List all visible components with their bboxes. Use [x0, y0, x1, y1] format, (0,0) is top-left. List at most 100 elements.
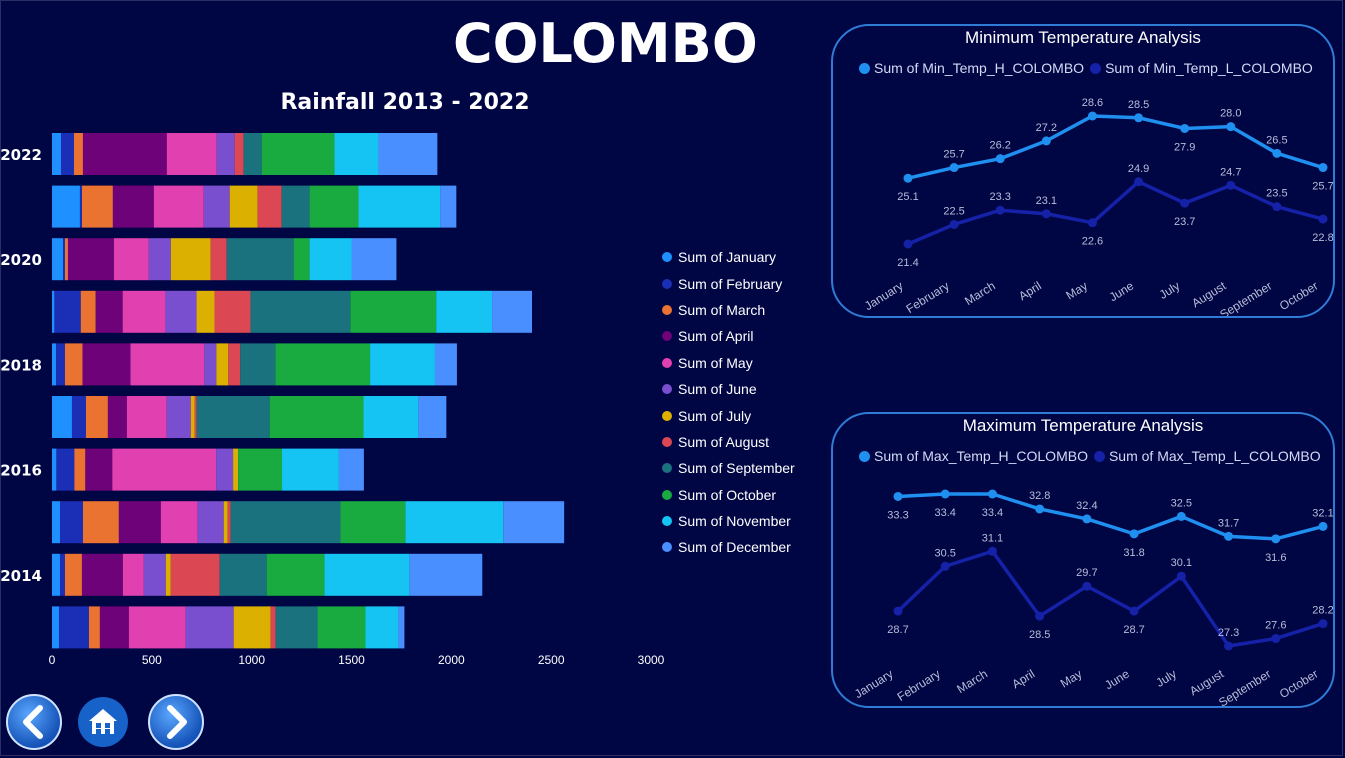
data-label: 22.8: [1312, 232, 1333, 244]
legend-item[interactable]: Sum of March: [662, 297, 795, 323]
x-tick-label: 2000: [438, 653, 465, 667]
x-tick-label: 500: [142, 653, 162, 667]
data-label: 31.6: [1265, 552, 1286, 564]
x-tick-label: May: [1058, 667, 1085, 691]
data-label: 25.1: [897, 191, 918, 203]
rainfall-bar-2022-5: [166, 133, 217, 175]
data-label: 33.4: [935, 507, 956, 519]
rainfall-bar-2017-5: [126, 396, 167, 438]
legend-swatch: [859, 450, 870, 462]
x-tick-label: February: [904, 279, 952, 316]
y-tick-label: 2022: [0, 146, 42, 164]
rainfall-bar-2017-12: [418, 396, 447, 438]
legend-label: Sum of October: [678, 486, 777, 503]
rainfall-bar-2022-2: [60, 133, 74, 175]
data-label: 28.7: [887, 624, 908, 636]
series-line-1: [907, 114, 1324, 180]
rainfall-bar-2013-12: [398, 606, 405, 649]
data-label: 32.8: [1029, 490, 1050, 502]
data-label: 29.7: [1076, 567, 1097, 579]
rainfall-bar-2020-7: [170, 238, 211, 281]
legend-swatch: [1090, 62, 1102, 74]
data-point: [1271, 634, 1281, 644]
back-button[interactable]: [6, 694, 62, 750]
legend-item[interactable]: Sum of September: [662, 455, 795, 481]
data-label: 26.2: [990, 140, 1011, 152]
rainfall-bar-2019-4: [95, 290, 123, 333]
data-label: 28.6: [1082, 97, 1103, 109]
data-point: [893, 606, 903, 616]
legend-item[interactable]: Sum of November: [662, 508, 795, 534]
data-label: 28.5: [1128, 99, 1149, 111]
legend-item[interactable]: Sum of Max_Temp_L_COLOMBO: [1093, 448, 1321, 464]
rainfall-bar-2016-4: [85, 448, 113, 491]
rainfall-bar-2015-1: [52, 501, 60, 544]
rainfall-bar-2022-1: [52, 133, 61, 175]
legend-item[interactable]: Sum of July: [662, 402, 795, 428]
x-tick-label: May: [1063, 279, 1090, 303]
data-point: [1082, 514, 1092, 524]
data-point: [1318, 214, 1328, 224]
legend-item[interactable]: Sum of Max_Temp_H_COLOMBO: [859, 448, 1088, 464]
y-tick-label: 2020: [0, 251, 42, 269]
data-point: [995, 154, 1005, 164]
data-point: [1087, 111, 1097, 121]
data-point: [1129, 529, 1139, 539]
rainfall-bar-2020-3: [64, 238, 68, 281]
rainfall-bar-2013-7: [233, 606, 271, 649]
rainfall-bar-2021-8: [257, 185, 282, 228]
legend-item[interactable]: Sum of February: [662, 270, 795, 296]
forward-button[interactable]: [148, 694, 204, 750]
x-tick-label: March: [962, 279, 998, 309]
data-label: 32.4: [1076, 500, 1097, 512]
data-label: 23.5: [1266, 188, 1287, 200]
rainfall-bar-2018-3: [64, 343, 83, 386]
data-point: [903, 239, 913, 249]
data-point: [1176, 571, 1186, 581]
rainfall-bar-2014-3: [64, 553, 82, 596]
data-point: [1134, 113, 1144, 123]
data-point: [1035, 504, 1045, 514]
rainfall-bar-2019-11: [436, 290, 493, 333]
x-tick-label: 1000: [238, 653, 265, 667]
legend-item[interactable]: Sum of May: [662, 350, 795, 376]
legend-label: Sum of Max_Temp_H_COLOMBO: [874, 448, 1088, 464]
rainfall-bar-2017-10: [269, 396, 364, 438]
legend-label: Sum of Min_Temp_L_COLOMBO: [1105, 60, 1313, 76]
legend-item[interactable]: Sum of January: [662, 244, 795, 270]
rainfall-bar-2014-5: [122, 553, 144, 596]
data-label: 25.7: [943, 149, 964, 161]
x-tick-label: June: [1107, 279, 1137, 305]
data-point: [940, 489, 950, 499]
legend-item[interactable]: Sum of April: [662, 323, 795, 349]
rainfall-bar-2016-10: [238, 448, 283, 491]
data-point: [1134, 177, 1144, 187]
legend-item[interactable]: Sum of December: [662, 534, 795, 560]
rainfall-bar-2013-4: [99, 606, 129, 649]
rainfall-bar-2017-11: [363, 396, 419, 438]
rainfall-bar-2014-4: [81, 553, 123, 596]
rainfall-bar-2019-3: [80, 290, 96, 333]
data-label: 27.6: [1265, 620, 1286, 632]
rainfall-bar-2022-9: [243, 133, 262, 175]
legend-item[interactable]: Sum of Min_Temp_H_COLOMBO: [859, 60, 1084, 76]
rainfall-bar-2020-4: [67, 238, 114, 281]
rainfall-bar-2022-4: [82, 133, 167, 175]
data-label: 30.1: [1171, 557, 1192, 569]
data-point: [1176, 511, 1186, 521]
data-point: [1271, 534, 1281, 544]
rainfall-bar-2017-6: [166, 396, 191, 438]
legend-swatch: [662, 410, 672, 421]
legend-item[interactable]: Sum of August: [662, 429, 795, 455]
legend-item[interactable]: Sum of October: [662, 482, 795, 508]
rainfall-bar-2015-12: [503, 501, 565, 544]
data-label: 27.9: [1174, 141, 1195, 153]
chevron-right-icon: [167, 705, 187, 739]
home-button[interactable]: [78, 697, 128, 747]
legend-item[interactable]: Sum of June: [662, 376, 795, 402]
rainfall-bar-2019-5: [122, 290, 166, 333]
legend-item[interactable]: Sum of Min_Temp_L_COLOMBO: [1090, 60, 1313, 76]
rainfall-bar-2014-1: [52, 553, 60, 596]
data-label: 28.2: [1312, 605, 1333, 617]
data-label: 28.7: [1123, 624, 1144, 636]
